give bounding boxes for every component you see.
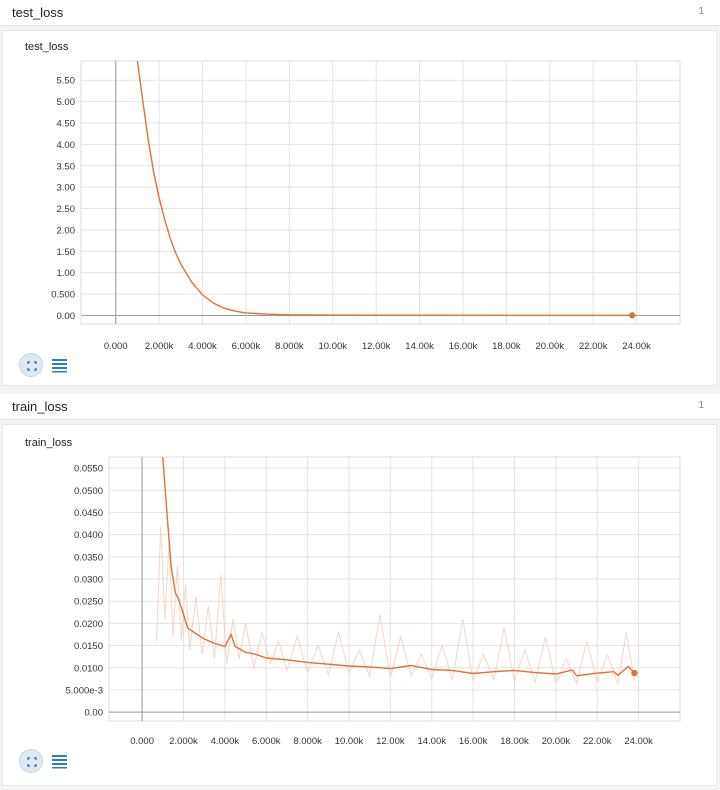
y-tick-label: 0.0400 [74, 530, 103, 541]
y-tick-label: 2.50 [57, 204, 76, 215]
x-tick-label: 4.000k [211, 736, 240, 747]
y-tick-label: 0.0350 [74, 552, 103, 563]
y-tick-label: 3.50 [57, 161, 76, 172]
plot-area [108, 456, 681, 722]
x-tick-label: 2.000k [145, 341, 174, 352]
x-tick-label: 0.000 [104, 341, 128, 352]
y-tick-label: 1.00 [57, 268, 76, 279]
x-tick-label: 10.00k [318, 341, 347, 352]
last-point-marker[interactable] [631, 669, 638, 677]
x-tick-label: 10.00k [335, 736, 364, 747]
panel-count: 1 [698, 6, 704, 17]
plot-area [80, 60, 681, 325]
x-tick-label: 24.00k [624, 736, 653, 747]
y-tick-label: 0.0550 [74, 464, 103, 475]
data-table-button[interactable] [48, 353, 72, 377]
x-tick-label: 8.000k [293, 736, 322, 747]
y-tick-label: 0.0250 [74, 597, 103, 608]
expand-icon [27, 757, 37, 767]
smoothed-series-line [136, 60, 633, 316]
y-tick-label: 0.00 [57, 311, 76, 322]
y-tick-label: 4.00 [57, 140, 76, 151]
y-tick-label: 0.0200 [74, 619, 103, 630]
expand-button[interactable] [19, 749, 43, 773]
y-tick-label: 0.0150 [74, 641, 103, 652]
list-icon [52, 755, 67, 769]
y-tick-label: 0.00 [85, 708, 104, 719]
y-tick-label: 0.0300 [74, 575, 103, 586]
last-point-marker[interactable] [629, 312, 636, 319]
y-tick-label: 0.500 [51, 290, 75, 301]
x-tick-label: 18.00k [492, 341, 521, 352]
x-tick-label: 20.00k [536, 341, 565, 352]
y-tick-label: 5.00 [57, 97, 76, 108]
test-loss-chart[interactable]: 0.000 2.000k 4.000k 6.000k 8.000k 10.00k 12.00… [3, 31, 716, 385]
list-icon [52, 359, 67, 373]
expand-button[interactable] [19, 353, 43, 377]
x-tick-label: 22.00k [583, 736, 612, 747]
y-tick-label: 0.0450 [74, 508, 103, 519]
x-tick-label: 0.000 [130, 736, 154, 747]
panel-header-train-loss[interactable]: train_loss 1 [0, 394, 720, 420]
expand-icon [27, 361, 37, 371]
x-tick-label: 20.00k [542, 736, 571, 747]
y-tick-label: 1.50 [57, 247, 76, 258]
x-tick-label: 8.000k [275, 341, 304, 352]
x-tick-label: 6.000k [232, 341, 261, 352]
panel-header-test-loss[interactable]: test_loss 1 [0, 0, 720, 26]
chart-title: test_loss [25, 41, 69, 53]
panel-count: 1 [698, 400, 704, 411]
y-tick-label: 2.00 [57, 225, 76, 236]
x-tick-label: 24.00k [622, 341, 651, 352]
chart-card-test-loss: test_loss 0.000 2.000k 4.000k 6.000k 8.000k 1… [2, 30, 717, 386]
panel-title: test_loss [12, 5, 64, 20]
smoothed-series-line [162, 456, 636, 677]
y-tick-label: 4.50 [57, 119, 76, 130]
x-tick-label: 14.00k [417, 736, 446, 747]
chart-card-train-loss: train_loss 0.000 2.000k 4.000k 6.000k 8.000k… [2, 424, 717, 786]
x-tick-label: 18.00k [500, 736, 529, 747]
train-loss-chart[interactable]: 0.000 2.000k 4.000k 6.000k 8.000k 10.00k 12.00… [3, 425, 716, 785]
x-tick-label: 6.000k [252, 736, 281, 747]
x-tick-label: 2.000k [169, 736, 198, 747]
x-tick-label: 12.00k [362, 341, 391, 352]
x-tick-label: 14.00k [405, 341, 434, 352]
y-tick-label: 0.0500 [74, 486, 103, 497]
x-tick-label: 16.00k [449, 341, 478, 352]
x-tick-label: 22.00k [579, 341, 608, 352]
x-tick-label: 16.00k [459, 736, 488, 747]
y-tick-label: 3.00 [57, 183, 76, 194]
y-tick-label: 0.0100 [74, 663, 103, 674]
x-tick-label: 4.000k [188, 341, 217, 352]
panel-title: train_loss [12, 399, 68, 414]
raw-series-line [156, 525, 635, 685]
chart-title: train_loss [25, 437, 73, 449]
x-tick-label: 12.00k [376, 736, 405, 747]
data-table-button[interactable] [48, 749, 72, 773]
y-tick-label: 5.50 [57, 76, 76, 87]
y-tick-label: 5.000e-3 [65, 685, 103, 696]
